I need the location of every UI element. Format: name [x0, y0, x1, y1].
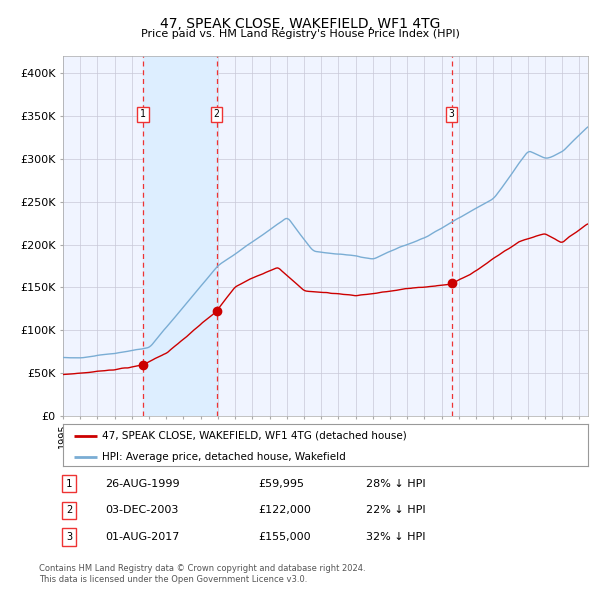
Text: Price paid vs. HM Land Registry's House Price Index (HPI): Price paid vs. HM Land Registry's House …	[140, 29, 460, 39]
Text: 47, SPEAK CLOSE, WAKEFIELD, WF1 4TG: 47, SPEAK CLOSE, WAKEFIELD, WF1 4TG	[160, 17, 440, 31]
Text: 28% ↓ HPI: 28% ↓ HPI	[366, 479, 425, 489]
Text: HPI: Average price, detached house, Wakefield: HPI: Average price, detached house, Wake…	[103, 452, 346, 462]
Text: 3: 3	[449, 109, 455, 119]
Text: This data is licensed under the Open Government Licence v3.0.: This data is licensed under the Open Gov…	[39, 575, 307, 584]
Text: 47, SPEAK CLOSE, WAKEFIELD, WF1 4TG (detached house): 47, SPEAK CLOSE, WAKEFIELD, WF1 4TG (det…	[103, 431, 407, 441]
Text: 1: 1	[66, 479, 72, 489]
Text: £59,995: £59,995	[258, 479, 304, 489]
Text: 01-AUG-2017: 01-AUG-2017	[105, 532, 179, 542]
Text: 03-DEC-2003: 03-DEC-2003	[105, 506, 178, 515]
Text: 1: 1	[140, 109, 146, 119]
Text: £122,000: £122,000	[258, 506, 311, 515]
Text: 2: 2	[214, 109, 220, 119]
Text: 3: 3	[66, 532, 72, 542]
Text: 2: 2	[66, 506, 72, 515]
Text: 32% ↓ HPI: 32% ↓ HPI	[366, 532, 425, 542]
Text: 22% ↓ HPI: 22% ↓ HPI	[366, 506, 425, 515]
Text: 26-AUG-1999: 26-AUG-1999	[105, 479, 179, 489]
Bar	[143, 56, 217, 416]
Text: £155,000: £155,000	[258, 532, 311, 542]
Text: Contains HM Land Registry data © Crown copyright and database right 2024.: Contains HM Land Registry data © Crown c…	[39, 565, 365, 573]
